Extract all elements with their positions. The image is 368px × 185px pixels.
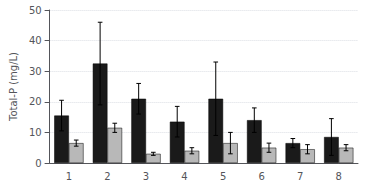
svg-text:5: 5 (220, 171, 226, 182)
svg-text:6: 6 (258, 171, 264, 182)
svg-text:Total-P (mg/L): Total-P (mg/L) (8, 52, 19, 122)
svg-text:40: 40 (29, 35, 42, 46)
svg-text:10: 10 (29, 127, 42, 138)
svg-text:1: 1 (66, 171, 72, 182)
svg-text:4: 4 (181, 171, 187, 182)
svg-text:20: 20 (29, 96, 42, 107)
svg-text:2: 2 (104, 171, 110, 182)
svg-text:30: 30 (29, 66, 42, 77)
svg-text:0: 0 (35, 158, 41, 169)
svg-text:8: 8 (336, 171, 342, 182)
svg-text:50: 50 (29, 5, 42, 16)
svg-text:3: 3 (143, 171, 149, 182)
svg-text:7: 7 (297, 171, 303, 182)
